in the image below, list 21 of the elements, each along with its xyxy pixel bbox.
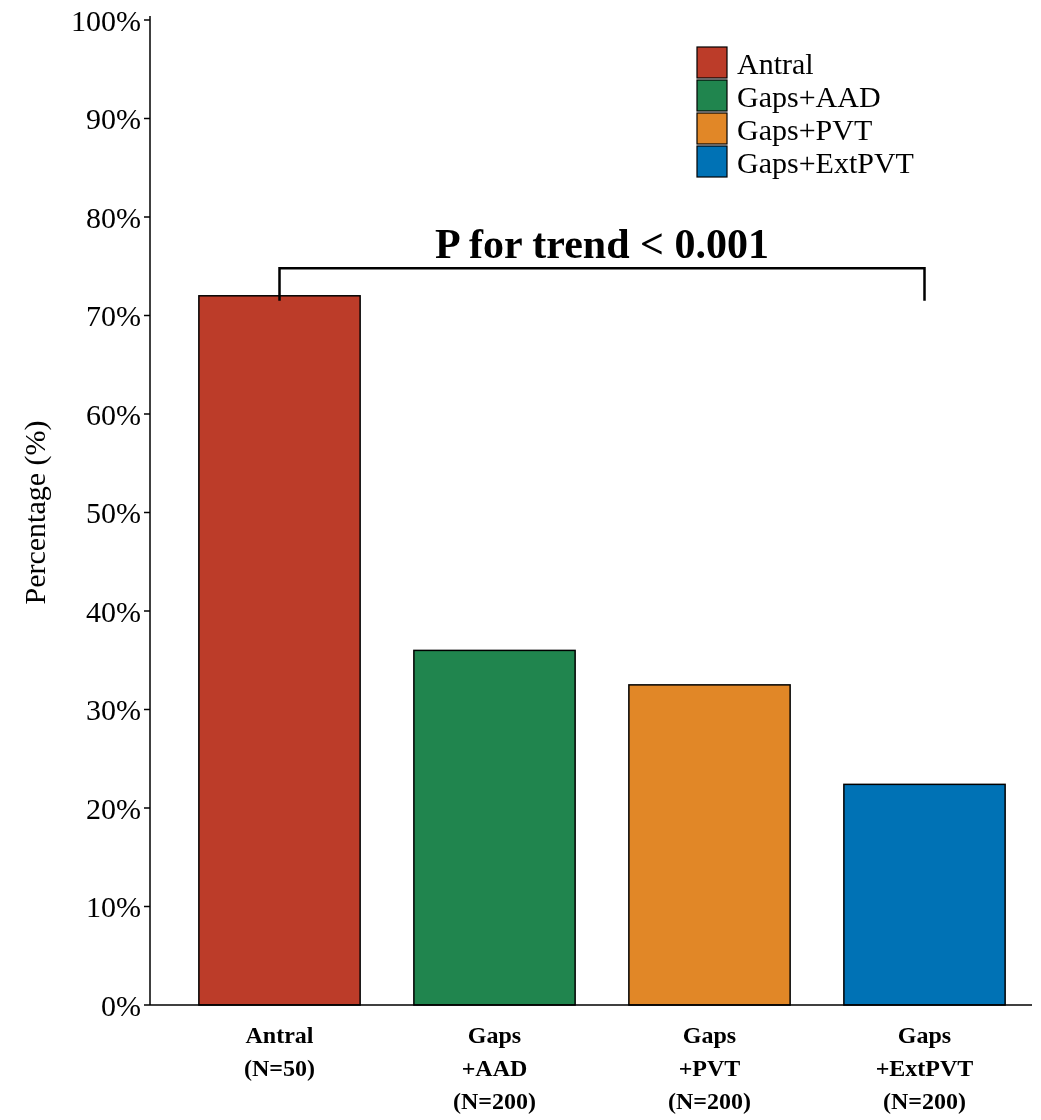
x-tick-label: Gaps +AAD (N=200) [453,1022,536,1114]
y-tick-label: 60% [86,397,141,431]
y-tick-label: 50% [86,496,141,529]
y-tick-label: 10% [86,890,141,923]
y-tick-label: 30% [86,693,141,726]
x-tick-label: Antral (N=50) [244,1022,315,1081]
legend-label: Gaps+PVT [737,112,873,146]
legend-label: Gaps+ExtPVT [737,145,914,179]
y-tick-label: 70% [86,299,141,332]
y-axis-title: Percentage (%) [18,420,52,605]
y-tick-label: 0% [101,988,141,1022]
legend-label: Gaps+AAD [737,79,881,113]
y-tick-label: 40% [86,594,141,628]
y-tick-label: 80% [86,200,141,234]
legend-label: Antral [737,46,814,80]
annotation: P for trend < 0.001 [435,221,769,268]
y-tick-label: 90% [86,102,141,135]
y-tick-label: 20% [86,791,141,825]
x-tick-label: Gaps +PVT (N=200) [668,1022,751,1114]
x-tick-label: Gaps +ExtPVT (N=200) [875,1022,974,1114]
y-tick-label: 100% [71,3,141,37]
